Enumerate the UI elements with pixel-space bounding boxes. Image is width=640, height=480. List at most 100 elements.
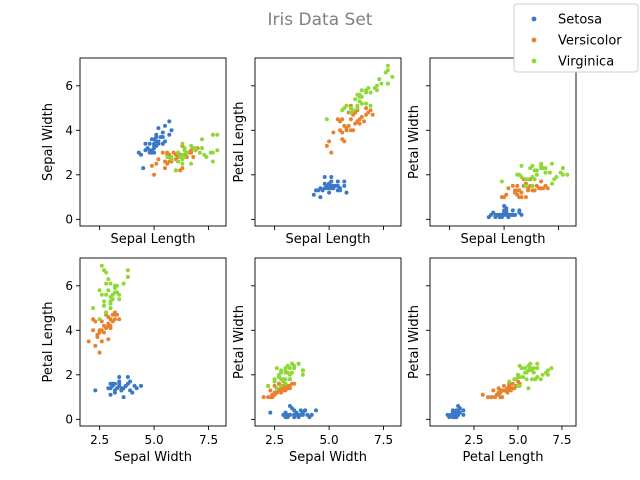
- data-point: [266, 383, 271, 388]
- data-point: [287, 412, 292, 417]
- data-point: [335, 183, 340, 188]
- data-point: [112, 317, 117, 322]
- data-point: [182, 146, 187, 151]
- data-point: [210, 150, 215, 155]
- data-point: [300, 368, 305, 373]
- data-point: [274, 390, 279, 395]
- y-axis-label: Petal Width: [407, 105, 422, 179]
- data-point: [210, 132, 215, 137]
- data-point: [106, 337, 111, 342]
- data-point: [348, 110, 353, 115]
- data-point: [452, 410, 457, 415]
- data-point: [489, 395, 494, 400]
- data-point: [385, 68, 390, 73]
- x-axis-label: Petal Length: [462, 450, 543, 465]
- data-point: [202, 152, 207, 157]
- axes-frame: [254, 57, 402, 227]
- data-point: [327, 190, 332, 195]
- data-point: [189, 161, 194, 166]
- series-versicolor: [480, 377, 522, 400]
- data-point: [91, 306, 96, 311]
- data-point: [93, 319, 98, 324]
- legend-marker-virginica: [531, 58, 537, 64]
- data-point: [449, 412, 454, 417]
- data-point: [506, 212, 511, 217]
- data-point: [156, 139, 161, 144]
- data-point: [134, 386, 139, 391]
- series-virginica: [266, 361, 305, 391]
- data-point: [279, 370, 284, 375]
- data-point: [283, 388, 288, 393]
- x-tick-label: 7.5: [552, 433, 571, 447]
- data-point: [290, 361, 294, 366]
- data-point: [560, 172, 565, 177]
- data-point: [184, 150, 189, 155]
- data-point: [535, 361, 540, 366]
- data-point: [454, 415, 459, 420]
- data-point: [108, 306, 113, 311]
- data-point: [517, 208, 522, 213]
- series-setosa: [93, 375, 143, 400]
- data-point: [519, 190, 524, 195]
- data-point: [519, 212, 524, 217]
- data-point: [112, 312, 117, 317]
- data-point: [314, 408, 318, 413]
- data-point: [272, 379, 277, 384]
- data-point: [340, 117, 345, 122]
- data-point: [510, 381, 515, 386]
- data-point: [342, 139, 347, 144]
- data-point: [519, 195, 524, 200]
- data-point: [160, 135, 165, 139]
- data-point: [534, 172, 539, 177]
- data-point: [461, 408, 466, 413]
- data-point: [287, 386, 292, 391]
- data-point: [351, 128, 356, 133]
- data-point: [379, 81, 384, 86]
- data-point: [115, 283, 119, 288]
- data-point: [359, 88, 364, 93]
- data-point: [210, 159, 215, 164]
- data-point: [180, 141, 185, 146]
- data-point: [362, 119, 366, 124]
- subplot-6: 2.5 5.0 7.5 Petal Length Petal Width: [407, 257, 577, 465]
- data-point: [368, 103, 373, 108]
- data-point: [532, 168, 537, 173]
- axes-frame: [254, 257, 402, 427]
- y-axis-label: Sepal Width: [41, 103, 56, 181]
- data-point: [165, 161, 170, 166]
- data-point: [163, 123, 167, 128]
- data-point: [193, 146, 198, 151]
- axes-frame: [429, 257, 577, 427]
- data-point: [149, 163, 154, 168]
- data-point: [279, 383, 284, 388]
- data-point: [91, 328, 96, 333]
- data-point: [300, 372, 305, 377]
- data-point: [357, 121, 362, 126]
- data-point: [163, 166, 167, 171]
- series-virginica: [324, 63, 395, 122]
- data-point: [560, 166, 565, 171]
- axes-frame: [429, 57, 577, 227]
- data-point: [292, 366, 297, 371]
- data-point: [112, 381, 117, 386]
- data-point: [390, 74, 395, 79]
- series-setosa: [136, 119, 174, 171]
- data-point: [102, 299, 106, 304]
- data-point: [311, 192, 316, 197]
- legend: Setosa Versicolor Virginica: [513, 3, 639, 73]
- data-point: [154, 161, 159, 166]
- data-point: [169, 128, 174, 133]
- x-tick-label: 5.0: [145, 433, 164, 447]
- subplot-3: Sepal Length Petal Width: [407, 57, 577, 247]
- data-point: [125, 375, 130, 379]
- data-point: [501, 383, 506, 388]
- y-tick-label: 4: [65, 123, 73, 137]
- data-point: [99, 292, 104, 297]
- data-point: [519, 163, 524, 168]
- data-point: [167, 119, 172, 124]
- data-point: [165, 155, 170, 159]
- y-axis-label: Petal Length: [41, 301, 56, 382]
- data-point: [523, 195, 528, 200]
- data-point: [515, 183, 520, 188]
